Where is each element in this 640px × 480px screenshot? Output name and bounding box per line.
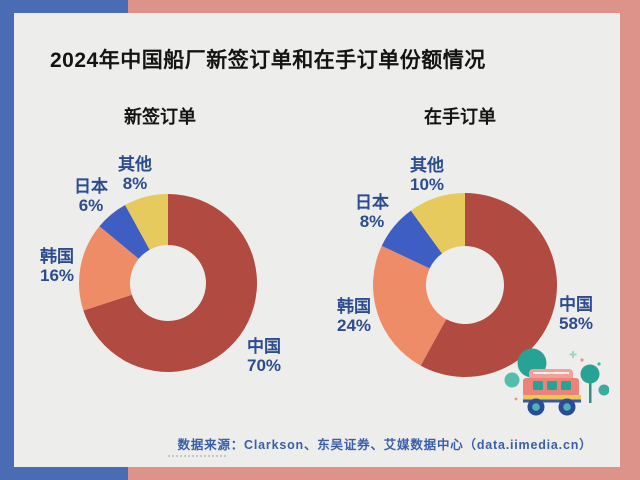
donut-slice-其他 — [410, 193, 465, 254]
donut-slice-韩国 — [79, 226, 139, 311]
donut-slice-中国 — [420, 193, 557, 377]
slice-value: 8% — [122, 174, 148, 193]
page-title: 2024年中国船厂新签订单和在手订单份额情况 — [50, 49, 486, 72]
slice-name: 其他 — [118, 154, 152, 174]
slice-label-japan-left: 日本 6% — [74, 177, 108, 215]
slice-name: 韩国 — [337, 296, 371, 316]
slice-name: 其他 — [410, 155, 444, 175]
slice-value: 24% — [336, 316, 372, 335]
slice-value: 70% — [246, 356, 282, 375]
slice-value: 8% — [359, 212, 385, 231]
donut-slice-韩国 — [373, 245, 447, 366]
slice-label-other-left: 其他 8% — [118, 155, 152, 193]
donut-slice-日本 — [99, 205, 150, 259]
slice-label-japan-right: 日本 8% — [355, 193, 389, 231]
slice-value: 6% — [78, 196, 104, 215]
iimedia-truck-mascot-illustration — [504, 348, 609, 416]
donut-slice-中国 — [83, 194, 257, 372]
donut-chart-orders-on-hand — [373, 193, 557, 377]
slice-value: 58% — [558, 314, 594, 333]
slice-name: 中国 — [247, 336, 281, 356]
donut-chart-new-orders — [79, 194, 257, 372]
slice-name: 日本 — [74, 176, 108, 196]
data-source-caption: 数据来源：Clarkson、东吴证券、艾媒数据中心（data.iimedia.c… — [177, 438, 593, 452]
slice-value: 16% — [39, 266, 75, 285]
slice-value: 10% — [409, 175, 445, 194]
slice-label-china-right: 中国 58% — [559, 295, 593, 333]
slice-label-korea-right: 韩国 24% — [337, 297, 371, 335]
slice-name: 日本 — [355, 192, 389, 212]
chart-subtitle-orders-on-hand: 在手订单 — [424, 107, 496, 127]
donut-slice-其他 — [125, 194, 168, 250]
chart-subtitle-new-orders: 新签订单 — [124, 107, 196, 127]
slice-name: 中国 — [559, 294, 593, 314]
dotted-line-decoration — [168, 455, 226, 457]
slice-label-other-right: 其他 10% — [410, 156, 444, 194]
slice-label-korea-left: 韩国 16% — [40, 247, 74, 285]
slice-name: 韩国 — [40, 246, 74, 266]
donut-slice-日本 — [381, 210, 443, 269]
slice-label-china-left: 中国 70% — [247, 337, 281, 375]
